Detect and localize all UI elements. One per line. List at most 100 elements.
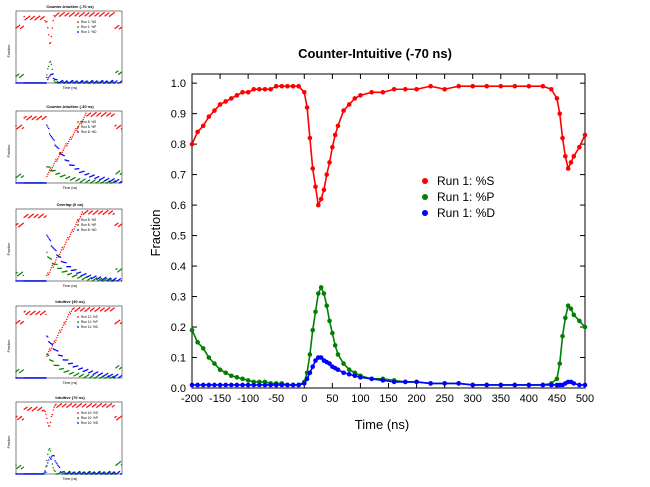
- thumbnail-point: [45, 82, 47, 84]
- data-point: [245, 378, 251, 383]
- thumbnail-point: [54, 144, 56, 146]
- thumbnail-point: [50, 169, 53, 171]
- thumbnail-point: [117, 365, 120, 367]
- thumbnail-legend-marker: [77, 422, 79, 424]
- thumbnail-point: [59, 331, 62, 333]
- thumbnail-point: [103, 471, 105, 473]
- thumbnail-point: [49, 349, 52, 352]
- thumbnail-point: [48, 34, 50, 36]
- data-point: [296, 83, 301, 89]
- data-point: [582, 382, 588, 388]
- thumbnail-point: [79, 271, 82, 273]
- thumbnail-point: [81, 211, 84, 213]
- thumbnail-point: [61, 79, 64, 82]
- thumbnail-point: [54, 160, 56, 163]
- thumbnail-point: [16, 271, 18, 274]
- thumbnail-point: [53, 248, 55, 250]
- thumbnail-legend-label: Run 11: %P: [81, 320, 98, 324]
- thumbnail-chart: Intuitive (70 ns) Fraction Time (ns) Run 10…: [6, 394, 124, 482]
- thumbnail-svg: Overlap (0 ns) Fraction Time (ns) Run 8: %S…: [7, 202, 123, 288]
- thumbnail-title: Intuitive (70 ns): [55, 395, 85, 400]
- thumbnail-point: [56, 462, 58, 465]
- thumbnail-point: [47, 78, 49, 81]
- thumbnail-legend-label: Run 8: %P: [81, 125, 96, 129]
- data-point: [307, 135, 313, 141]
- x-tick-label: -150: [209, 393, 231, 405]
- thumbnail-point: [46, 234, 48, 236]
- data-point: [332, 343, 338, 348]
- data-point: [234, 382, 240, 388]
- data-point: [554, 96, 560, 101]
- thumbnail-point: [117, 24, 120, 27]
- data-point: [512, 83, 518, 89]
- thumbnail-point: [91, 79, 94, 82]
- data-point: [217, 102, 223, 107]
- thumbnail-legend-label: Run 11: %S: [81, 315, 98, 319]
- thumbnail-point: [116, 268, 118, 270]
- thumbnail-point: [48, 127, 50, 130]
- data-point: [380, 89, 386, 95]
- y-axis-label: Fraction: [148, 210, 163, 257]
- thumbnail-legend-label: Run 10: %D: [81, 421, 99, 425]
- thumbnail-point: [83, 116, 85, 119]
- data-point: [195, 129, 200, 135]
- data-point: [251, 86, 257, 92]
- thumbnail-point: [120, 180, 123, 183]
- thumbnail-point: [65, 143, 67, 145]
- legend-marker: [422, 210, 428, 216]
- thumbnail-point: [70, 231, 73, 233]
- thumbnail-point: [63, 246, 65, 248]
- thumbnail-legend-marker: [77, 417, 79, 419]
- thumbnail-chart: Counter-Intuitive (-30 ns) Fraction Time (…: [6, 103, 124, 191]
- thumbnail-point: [40, 406, 43, 409]
- legend-label: Run 1: %D: [437, 206, 495, 220]
- thumbnail-point: [58, 332, 60, 334]
- thumbnail-point: [24, 310, 26, 312]
- thumbnail-point: [57, 158, 59, 160]
- thumbnail-point: [69, 136, 72, 139]
- thumbnail-point: [67, 236, 69, 239]
- thumbnail-point: [49, 134, 52, 137]
- thumbnail-point: [99, 276, 102, 278]
- data-point: [327, 160, 332, 165]
- thumbnail-point: [90, 403, 93, 405]
- data-point: [279, 83, 285, 89]
- thumbnail-point: [48, 340, 50, 343]
- x-tick-label: -200: [181, 393, 203, 405]
- thumbnail-point: [67, 140, 70, 143]
- thumbnail-point: [46, 74, 48, 76]
- thumbnail-point: [94, 179, 96, 181]
- thumbnail-point: [113, 471, 115, 473]
- data-point: [318, 285, 324, 290]
- thumbnail-point: [48, 271, 51, 273]
- chart-title: Counter-Intuitive (-70 ns): [298, 46, 452, 61]
- data-point: [557, 111, 563, 116]
- thumbnail-point: [51, 68, 54, 70]
- data-point: [352, 96, 358, 101]
- thumbnail-legend-label: Run 1: %P: [81, 25, 96, 29]
- thumbnail-point: [83, 307, 85, 309]
- thumbnail-point: [18, 73, 20, 75]
- thumbnail-point: [59, 251, 62, 253]
- legend-label: Run 1: %P: [437, 190, 494, 204]
- thumbnail-point: [95, 112, 97, 114]
- thumbnail-point: [87, 210, 89, 212]
- thumbnail-point: [46, 251, 48, 253]
- thumbnail-frame: [15, 10, 123, 84]
- thumbnail-point: [118, 170, 121, 172]
- thumbnail-point: [27, 213, 29, 216]
- data-point: [554, 376, 560, 382]
- data-point: [307, 370, 313, 376]
- data-point: [321, 291, 327, 296]
- thumbnail-point: [109, 112, 112, 114]
- data-point: [335, 352, 341, 357]
- thumbnail-x-label: Time (ns): [63, 86, 78, 90]
- thumbnail-point: [68, 470, 71, 473]
- thumbnail-point: [46, 335, 48, 337]
- thumbnail-point: [49, 167, 52, 169]
- thumbnail-point: [46, 459, 48, 462]
- thumbnail-point: [78, 123, 81, 125]
- thumbnail-point: [85, 112, 87, 114]
- thumbnail-point: [48, 171, 50, 173]
- thumbnail-point: [42, 213, 44, 215]
